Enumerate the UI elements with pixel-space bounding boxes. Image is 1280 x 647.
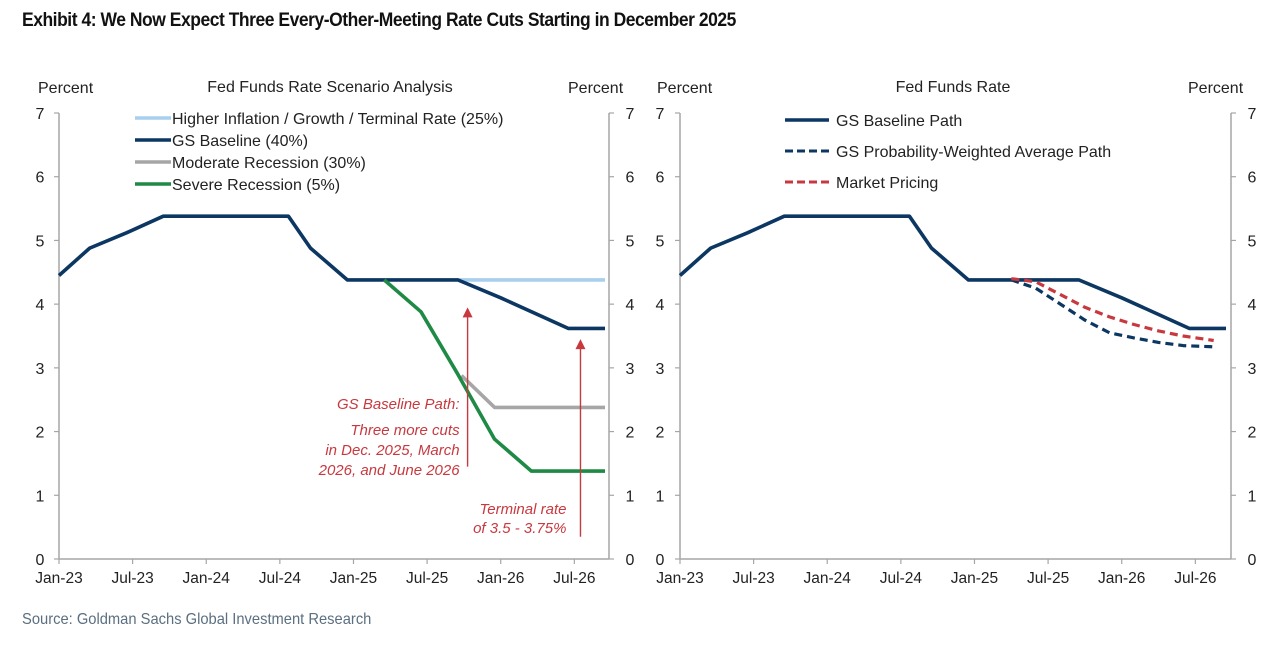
source-note: Source: Goldman Sachs Global Investment …	[22, 611, 372, 628]
x-tick-label: Jan-26	[477, 570, 524, 587]
legend-label: GS Probability-Weighted Average Path	[836, 144, 1111, 161]
y-tick-label-right: 3	[626, 361, 635, 378]
x-tick-label: Jul-25	[406, 570, 448, 587]
y-tick-label-right: 1	[626, 488, 635, 505]
y-tick-label-left: 1	[656, 488, 665, 505]
series-line-market-pricing	[1011, 277, 1214, 343]
annotation-text: Three more cuts	[350, 422, 460, 439]
x-tick-label: Jan-25	[330, 570, 377, 587]
y-tick-label-left: 7	[656, 106, 665, 123]
y-tick-label-right: 4	[626, 297, 635, 314]
y-tick-label-left: 5	[656, 233, 665, 250]
legend-label: GS Baseline (40%)	[172, 133, 308, 150]
series-line-gs-baseline-path	[678, 214, 1226, 331]
x-tick-label: Jan-24	[183, 570, 231, 587]
x-tick-label: Jan-26	[1098, 570, 1145, 587]
x-tick-label: Jul-24	[259, 570, 302, 587]
y-tick-label-right: 2	[626, 425, 635, 442]
x-tick-label: Jul-24	[880, 570, 923, 587]
annotation-text: in Dec. 2025, March	[325, 442, 459, 459]
x-tick-label: Jan-25	[951, 570, 998, 587]
chart-panel-2: Fed Funds Rate Percent Percent 0 0 1 1 2 2 3 3 4 4 5 5…	[656, 79, 1257, 587]
y-tick-label-right: 7	[1248, 106, 1257, 123]
y-tick-label-right: 0	[1248, 552, 1257, 569]
series-line-severe-recession-5	[383, 278, 605, 473]
x-tick-label: Jul-26	[1174, 570, 1216, 587]
y-tick-label-right: 5	[1248, 233, 1257, 250]
y-tick-label-left: 5	[36, 233, 45, 250]
y-tick-label-left: 4	[36, 297, 45, 314]
y-tick-label-right: 4	[1248, 297, 1257, 314]
annotation-text: Terminal rate	[479, 501, 566, 518]
y-tick-label-left: 6	[36, 170, 45, 187]
y-tick-label-right: 0	[626, 552, 635, 569]
y-tick-label-right: 6	[626, 170, 635, 187]
x-tick-label: Jul-26	[553, 570, 595, 587]
series-line-moderate-recession-30	[460, 374, 605, 410]
legend-label: Moderate Recession (30%)	[172, 155, 366, 172]
y-tick-label-right: 3	[1248, 361, 1257, 378]
y-tick-label-right: 5	[626, 233, 635, 250]
exhibit-title: Exhibit 4: We Now Expect Three Every-Oth…	[22, 10, 736, 31]
annotation-text: of 3.5 - 3.75%	[473, 520, 566, 537]
y-tick-label-left: 6	[656, 170, 665, 187]
y-tick-label-left: 0	[656, 552, 665, 569]
annotation-text: 2026, and June 2026	[318, 462, 461, 479]
annotation-arrow-head	[462, 307, 473, 318]
chart-panel-1: Fed Funds Rate Scenario Analysis Percent P…	[35, 79, 634, 587]
y-tick-label-left: 1	[36, 488, 45, 505]
y-tick-label-left: 3	[36, 361, 45, 378]
x-tick-label: Jul-23	[733, 570, 775, 587]
x-tick-label: Jan-23	[35, 570, 82, 587]
legend-label: Higher Inflation / Growth / Terminal Rat…	[172, 111, 503, 128]
y-tick-label-left: 7	[36, 106, 45, 123]
chart-title: Fed Funds Rate Scenario Analysis	[207, 79, 452, 96]
y-tick-label-left: 2	[36, 425, 45, 442]
x-tick-label: Jul-23	[112, 570, 154, 587]
y-axis-label-right: Percent	[1188, 80, 1244, 97]
annotation-arrow-head	[575, 339, 586, 350]
chart-title: Fed Funds Rate	[896, 79, 1011, 96]
y-axis-label-right: Percent	[568, 80, 624, 97]
x-tick-label: Jan-23	[656, 570, 703, 587]
y-tick-label-right: 6	[1248, 170, 1257, 187]
y-tick-label-left: 4	[656, 297, 665, 314]
y-axis-label-left: Percent	[38, 80, 94, 97]
y-tick-label-right: 2	[1248, 425, 1257, 442]
y-tick-label-left: 3	[656, 361, 665, 378]
series-line-gs-baseline-40	[57, 214, 605, 331]
y-tick-label-left: 2	[656, 425, 665, 442]
x-tick-label: Jan-24	[804, 570, 852, 587]
legend-label: GS Baseline Path	[836, 113, 962, 130]
y-axis-label-left: Percent	[657, 80, 713, 97]
y-tick-label-left: 0	[36, 552, 45, 569]
y-tick-label-right: 7	[626, 106, 635, 123]
x-tick-label: Jul-25	[1027, 570, 1069, 587]
legend-label: Market Pricing	[836, 175, 938, 192]
annotation-text: GS Baseline Path:	[337, 396, 460, 413]
y-tick-label-right: 1	[1248, 488, 1257, 505]
legend-label: Severe Recession (5%)	[172, 177, 340, 194]
